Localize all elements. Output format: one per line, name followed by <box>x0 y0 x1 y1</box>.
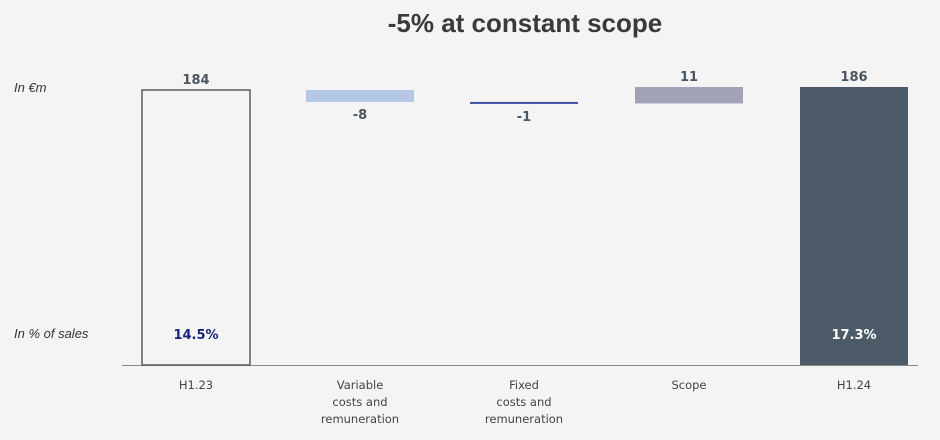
pct-of-sales-value-4: 17.3% <box>831 328 876 343</box>
value-label-4: 186 <box>840 70 867 85</box>
chart-title: -5% at constant scope <box>387 8 663 38</box>
category-label-1-0: Variable <box>337 378 384 392</box>
category-label-1-2: remuneration <box>321 412 399 426</box>
value-label-0: 184 <box>182 73 209 88</box>
pct-of-sales-value-0: 14.5% <box>173 328 218 343</box>
category-label-1-1: costs and <box>332 395 387 409</box>
category-label-2-1: costs and <box>496 395 551 409</box>
bar-h1-23 <box>141 89 251 366</box>
category-label-2-2: remuneration <box>485 412 563 426</box>
unit-label: In €m <box>14 80 47 95</box>
bar-delta-1 <box>306 89 414 102</box>
percent-of-sales-label: In % of sales <box>14 326 89 341</box>
category-label-2-0: Fixed <box>509 378 539 392</box>
bar-delta-2 <box>470 101 578 104</box>
category-label-0-0: H1.23 <box>179 378 213 392</box>
bar-h1-24 <box>800 87 908 365</box>
value-label-1: -8 <box>353 108 367 123</box>
category-label-4-0: H1.24 <box>837 378 871 392</box>
value-label-2: -1 <box>517 110 531 125</box>
value-label-3: 11 <box>680 70 698 85</box>
category-label-3-0: Scope <box>671 378 706 392</box>
bar-delta-3 <box>635 87 743 104</box>
